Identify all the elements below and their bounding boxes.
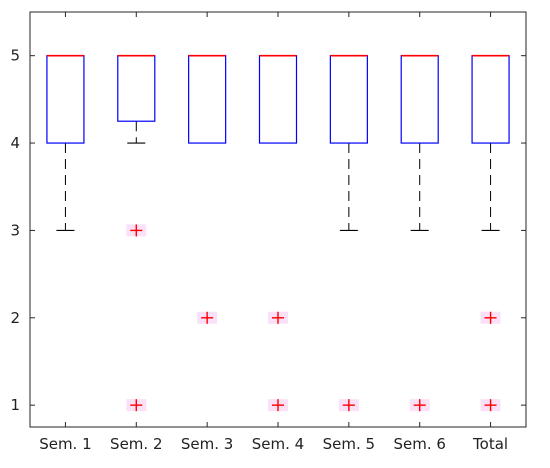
y-tick-label: 3	[10, 221, 20, 239]
y-tick-label: 5	[10, 47, 20, 65]
outliers-layer	[126, 224, 501, 412]
x-tick-label: Sem. 1	[39, 435, 91, 453]
x-tick-label: Total	[472, 435, 508, 453]
axes-layer	[29, 11, 527, 428]
box-iqr	[471, 55, 510, 144]
x-tick-label: Sem. 5	[323, 435, 375, 453]
plot-frame	[29, 11, 527, 428]
box-iqr	[188, 55, 227, 144]
y-tick-label: 4	[10, 134, 20, 152]
boxes-layer	[46, 54, 510, 232]
box-iqr	[258, 55, 298, 144]
box-iqr	[400, 55, 439, 144]
box-iqr	[117, 55, 156, 122]
x-tick-label: Sem. 2	[110, 435, 162, 453]
x-tick-label: Sem. 3	[181, 435, 233, 453]
y-tick-label: 1	[10, 396, 20, 414]
x-tick-label: Sem. 4	[252, 435, 304, 453]
x-tick-label: Sem. 6	[393, 435, 445, 453]
y-tick-label: 2	[10, 309, 20, 327]
box-iqr	[46, 55, 85, 144]
box-iqr	[329, 55, 368, 144]
labels-layer: 1 2 3 4 5 Sem. 1 Sem. 2 Sem. 3 Sem. 4 Sem. 5 Sem. …	[10, 47, 508, 453]
